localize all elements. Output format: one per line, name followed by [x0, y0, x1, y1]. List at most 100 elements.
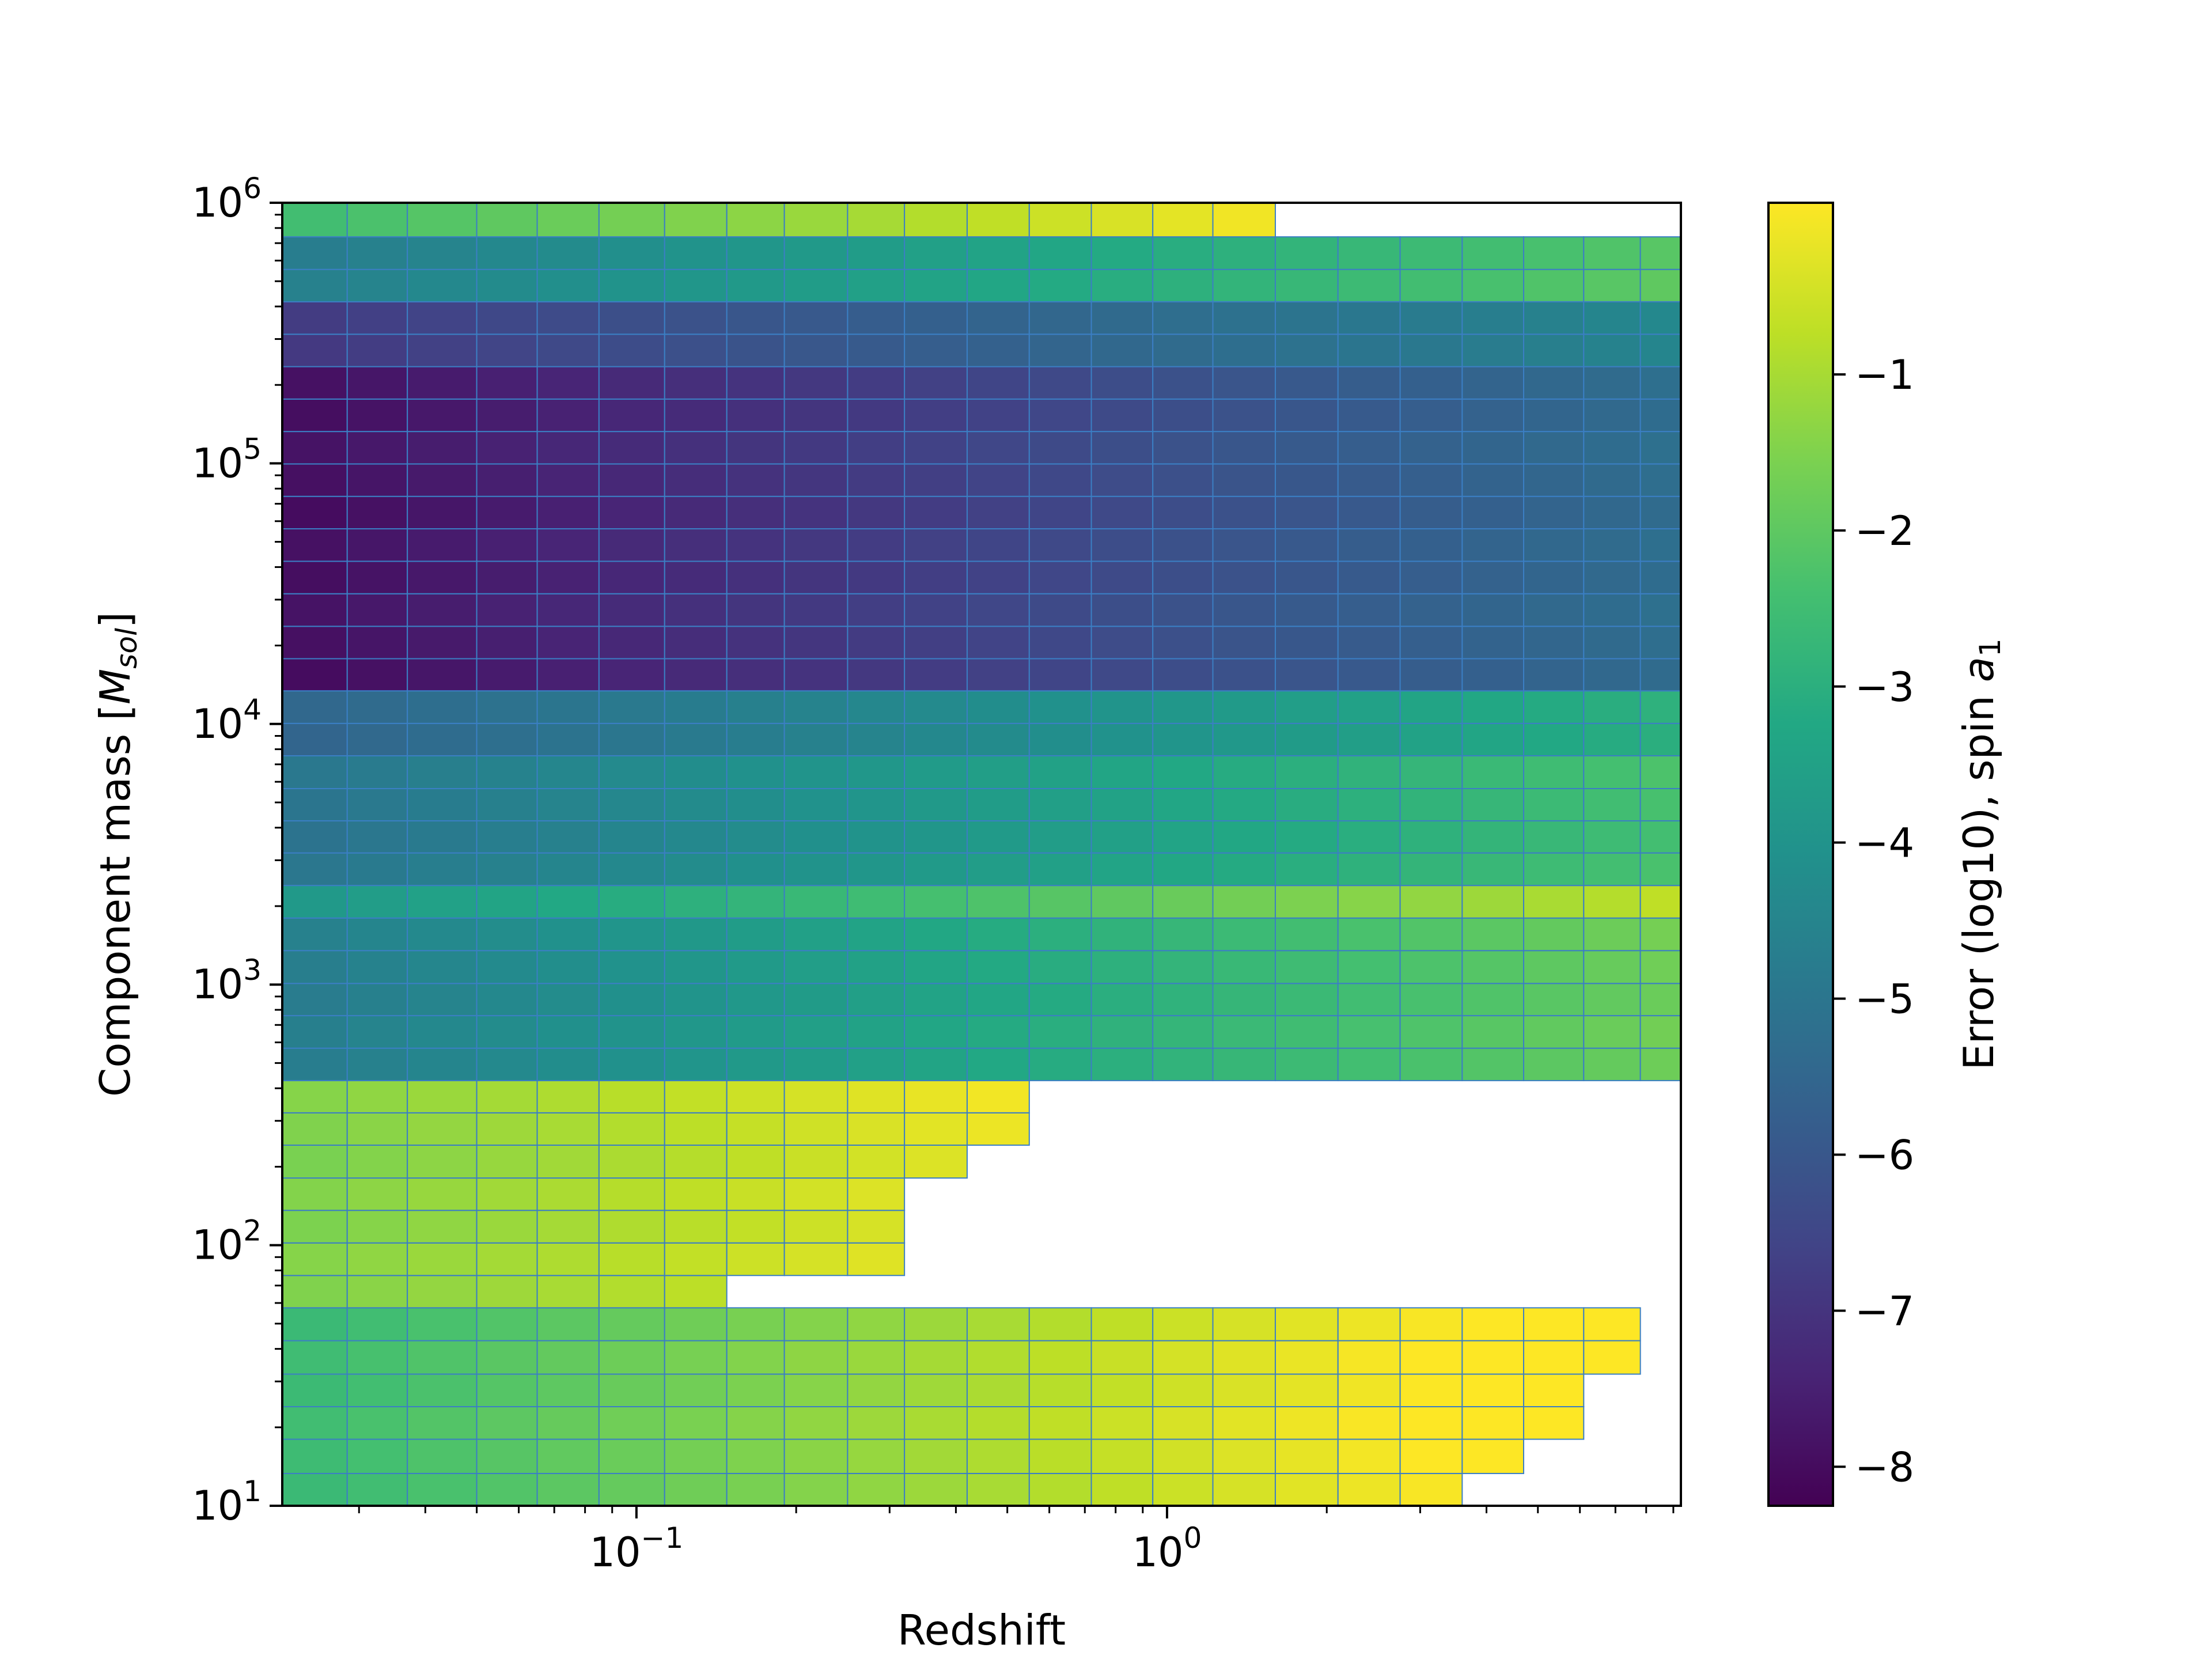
heatmap-cell: [407, 1438, 478, 1474]
heatmap-cell: [407, 1047, 478, 1081]
heatmap-cell: [1461, 658, 1525, 692]
heatmap-cell: [904, 1080, 968, 1113]
heatmap-cell: [1337, 626, 1401, 660]
heatmap-cell: [726, 495, 785, 529]
heatmap-cell: [1399, 366, 1463, 400]
heatmap-cell: [1090, 658, 1154, 692]
heatmap-cell: [536, 1275, 600, 1309]
heatmap-cell: [664, 1340, 728, 1375]
heatmap-cell: [904, 722, 968, 757]
heatmap-cell: [904, 431, 968, 465]
heatmap-cell: [966, 1340, 1030, 1375]
heatmap-cell: [346, 885, 408, 919]
heatmap-cell: [476, 1472, 538, 1506]
colorbar: [1767, 202, 1834, 1507]
heatmap-cell: [536, 1340, 600, 1375]
heatmap-cell: [1583, 268, 1641, 302]
heatmap-cell: [726, 626, 785, 660]
heatmap-cell: [346, 1406, 408, 1440]
heatmap-cell: [1399, 1438, 1463, 1474]
heatmap-cell: [783, 301, 849, 335]
heatmap-cell: [726, 690, 785, 724]
heatmap-cell: [1212, 626, 1276, 660]
heatmap-cell: [282, 917, 348, 952]
heatmap-cell: [1274, 1373, 1339, 1407]
heatmap-cell: [1583, 787, 1641, 821]
heatmap-cell: [536, 236, 600, 270]
heatmap-cell: [1090, 1340, 1154, 1375]
heatmap-cell: [282, 334, 348, 368]
heatmap-cell: [1399, 1047, 1463, 1081]
heatmap-cell: [407, 1015, 478, 1049]
heatmap-cell: [904, 1406, 968, 1440]
heatmap-cell: [726, 1307, 785, 1342]
heatmap-cell: [847, 820, 906, 854]
heatmap-cell: [1090, 755, 1154, 789]
heatmap-cell: [726, 334, 785, 368]
y-tick-label: 104: [192, 693, 262, 748]
heatmap-cell: [1523, 495, 1585, 529]
heatmap-cell: [966, 301, 1030, 335]
heatmap-cell: [664, 1472, 728, 1506]
heatmap-cell: [1399, 268, 1463, 302]
heatmap-cell: [1152, 885, 1214, 919]
heatmap-cell: [847, 1015, 906, 1049]
heatmap-cell: [1337, 334, 1401, 368]
heatmap-cell: [966, 1307, 1030, 1342]
heatmap-cell: [476, 366, 538, 400]
heatmap-cell: [536, 626, 600, 660]
heatmap-cell: [1152, 301, 1214, 335]
heatmap-cell: [966, 593, 1030, 627]
heatmap-cell: [1639, 690, 1681, 724]
heatmap-cell: [664, 366, 728, 400]
heatmap-cell: [1274, 593, 1339, 627]
heatmap-cell: [664, 917, 728, 952]
heatmap-cell: [407, 1080, 478, 1113]
heatmap-cell: [1274, 528, 1339, 562]
heatmap-cell: [536, 1210, 600, 1244]
heatmap-cell: [476, 1438, 538, 1474]
heatmap-cell: [476, 1047, 538, 1081]
heatmap-cell: [1461, 690, 1525, 724]
heatmap-cell: [664, 495, 728, 529]
heatmap-cell: [1639, 722, 1681, 757]
heatmap-cell: [1523, 950, 1585, 984]
heatmap-cell: [476, 301, 538, 335]
heatmap-cell: [664, 950, 728, 984]
y-axis-label-symbol: M: [91, 669, 139, 704]
heatmap-cell: [536, 1015, 600, 1049]
heatmap-cell: [664, 1242, 728, 1277]
heatmap-cell: [783, 722, 849, 757]
heatmap-cell: [346, 1177, 408, 1211]
heatmap-cell: [536, 366, 600, 400]
heatmap-cell: [726, 722, 785, 757]
heatmap-cell: [1212, 334, 1276, 368]
y-tick-label: 103: [192, 953, 262, 1008]
colorbar-tick-label: −1: [1855, 351, 1914, 399]
heatmap-cell: [407, 560, 478, 594]
heatmap-cell: [282, 626, 348, 660]
heatmap-cell: [904, 495, 968, 529]
heatmap-cell: [847, 722, 906, 757]
heatmap-cell: [1090, 593, 1154, 627]
heatmap-cell: [282, 236, 348, 270]
colorbar-tick-label: −7: [1855, 1287, 1914, 1335]
heatmap-cell: [598, 1373, 665, 1407]
heatmap-cell: [598, 917, 665, 952]
heatmap-cell: [1639, 1047, 1681, 1081]
heatmap-cell: [966, 690, 1030, 724]
heatmap-cell: [346, 1112, 408, 1146]
heatmap-cell: [783, 463, 849, 497]
heatmap-cell: [476, 690, 538, 724]
heatmap-cell: [1461, 495, 1525, 529]
x-axis-ticks: 10−1 100: [358, 1506, 1675, 1576]
heatmap-cell: [598, 398, 665, 433]
heatmap-cell: [1399, 690, 1463, 724]
heatmap-cell: [1461, 852, 1525, 887]
heatmap-cell: [1152, 1438, 1214, 1474]
heatmap-cell: [726, 917, 785, 952]
heatmap-cell: [1090, 431, 1154, 465]
heatmap-cell: [847, 463, 906, 497]
heatmap-cell: [1274, 983, 1339, 1017]
heatmap-cell: [1583, 431, 1641, 465]
